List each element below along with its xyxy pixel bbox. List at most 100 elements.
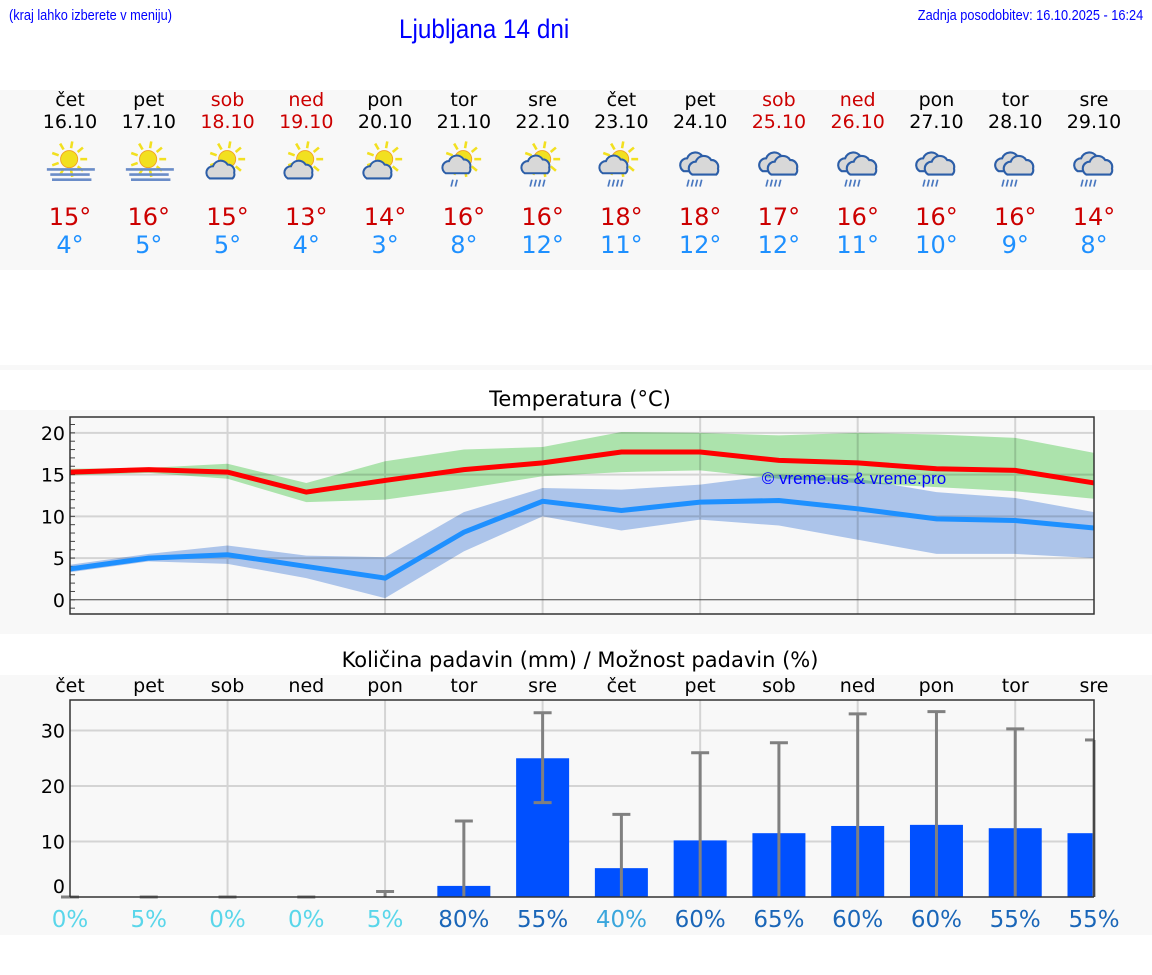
max-temperature: 13° (285, 203, 328, 231)
x-category-label: pet (685, 675, 716, 697)
day-name: sre (528, 89, 558, 111)
x-category-label: pon (367, 675, 403, 697)
day-date: 18.10 (200, 111, 255, 133)
day-forecast: pon 20.10 14° 3° (346, 89, 424, 259)
range-band (70, 432, 1094, 503)
partly-cloudy-rain-icon (598, 141, 639, 187)
max-temperature: 16° (915, 203, 958, 231)
day-forecast: tor 28.10 16° 9° (976, 89, 1054, 259)
y-tick-label: 10 (41, 832, 65, 854)
max-temperature: 16° (127, 203, 171, 231)
cloudy-rain-icon (758, 151, 799, 187)
day-date: 28.10 (988, 111, 1043, 133)
min-temperature: 5° (213, 231, 242, 259)
x-category-label: čet (607, 675, 637, 697)
precipitation-probability: 65% (753, 907, 804, 933)
x-category-label: sob (762, 675, 796, 697)
x-category-label: pon (919, 675, 955, 697)
max-temperature: 15° (48, 203, 92, 231)
max-temperature: 14° (363, 203, 407, 231)
plot-frame (69, 416, 1095, 615)
x-category-label: tor (450, 675, 477, 697)
range-band (70, 474, 1094, 599)
precipitation-probability: 60% (675, 907, 726, 933)
day-date: 24.10 (672, 111, 728, 133)
watermark: © vreme.us & vreme.pro (762, 469, 946, 488)
x-category-label: tor (1002, 675, 1029, 697)
temperature-chart-title: Temperatura (°C) (489, 387, 671, 411)
y-tick-label: 30 (41, 721, 65, 743)
precipitation-chart: 0 10 20 30 čet pet sob ned pon tor sre čet pet sob ned… (41, 675, 1120, 933)
day-date: 16.10 (42, 111, 98, 133)
day-name: ned (839, 89, 876, 111)
y-tick-label: 20 (41, 776, 65, 798)
day-date: 21.10 (436, 111, 492, 133)
day-forecast: ned 26.10 16° 11° (819, 89, 897, 259)
day-date: 19.10 (279, 111, 334, 133)
max-temperature: 15° (206, 203, 249, 231)
cloudy-rain-icon (679, 151, 720, 187)
y-tick-label: 0 (53, 876, 65, 898)
day-forecast: čet 16.10 15° 4° (31, 89, 109, 259)
precipitation-probability: 60% (832, 907, 883, 933)
plot-frame (69, 699, 1095, 897)
x-category-label: sob (211, 675, 245, 697)
day-name: pet (133, 89, 165, 111)
max-temperature: 18° (600, 203, 643, 231)
day-forecast: sre 22.10 16° 12° (504, 89, 582, 259)
day-name: čet (606, 89, 637, 111)
precipitation-probability: 0% (209, 907, 246, 933)
max-temperature: 16° (993, 203, 1037, 231)
day-forecast: sob 18.10 15° 5° (189, 89, 267, 259)
day-date: 26.10 (830, 111, 885, 133)
y-tick-label: 0 (53, 590, 65, 612)
x-category-label: sre (1080, 675, 1109, 697)
y-tick-label: 15 (41, 465, 65, 487)
x-category-label: pet (133, 675, 164, 697)
max-temperature: 16° (521, 203, 564, 231)
day-forecast: sob 25.10 17° 12° (740, 89, 818, 259)
temperature-chart: 0 5 10 15 20 © vreme.us & vreme.pro (41, 416, 1095, 615)
y-tick-label: 10 (41, 506, 65, 528)
day-date: 27.10 (909, 111, 964, 133)
min-temperature: 8° (1080, 231, 1108, 259)
y-tick-label: 5 (53, 548, 65, 570)
day-name: tor (1001, 89, 1029, 111)
min-temperature: 8° (450, 231, 478, 259)
x-category-label: ned (288, 675, 324, 697)
precipitation-probability: 40% (596, 907, 647, 933)
day-forecast: pet 24.10 18° 12° (661, 89, 739, 259)
y-tick-label: 20 (41, 423, 65, 445)
precipitation-probability: 5% (131, 907, 168, 933)
min-temperature: 4° (56, 231, 84, 259)
max-temperature: 14° (1072, 203, 1116, 231)
day-forecast: čet 23.10 18° 11° (582, 89, 660, 259)
min-temperature: 11° (836, 231, 879, 259)
precipitation-probability: 5% (367, 907, 404, 933)
cloudy-rain-icon (915, 151, 956, 187)
day-date: 22.10 (515, 111, 570, 133)
page-title: Ljubljana 14 dni (399, 14, 570, 44)
series-line (69, 497, 1095, 581)
day-date: 29.10 (1066, 111, 1122, 133)
day-name: pet (684, 89, 716, 111)
day-forecast: sre 29.10 14° 8° (1055, 89, 1133, 259)
day-name: sob (762, 89, 796, 111)
precipitation-chart-title: Količina padavin (mm) / Možnost padavin … (341, 648, 819, 672)
day-forecast: tor 21.10 16° 8° (425, 89, 503, 259)
min-temperature: 4° (292, 231, 320, 259)
x-category-label: ned (840, 675, 876, 697)
last-updated: Zadnja posodobitev: 16.10.2025 - 16:24 (917, 7, 1143, 24)
cloudy-rain-icon (836, 151, 877, 187)
precipitation-probability: 55% (1068, 907, 1119, 933)
max-temperature: 18° (678, 203, 722, 231)
precipitation-bar (1067, 833, 1094, 897)
precipitation-probability: 0% (52, 907, 89, 933)
x-category-label: čet (55, 675, 85, 697)
day-name: tor (450, 89, 478, 111)
min-temperature: 12° (678, 231, 722, 259)
day-name: sre (1079, 89, 1109, 111)
day-name: ned (288, 89, 325, 111)
day-date: 20.10 (357, 111, 413, 133)
separator (0, 365, 1152, 370)
